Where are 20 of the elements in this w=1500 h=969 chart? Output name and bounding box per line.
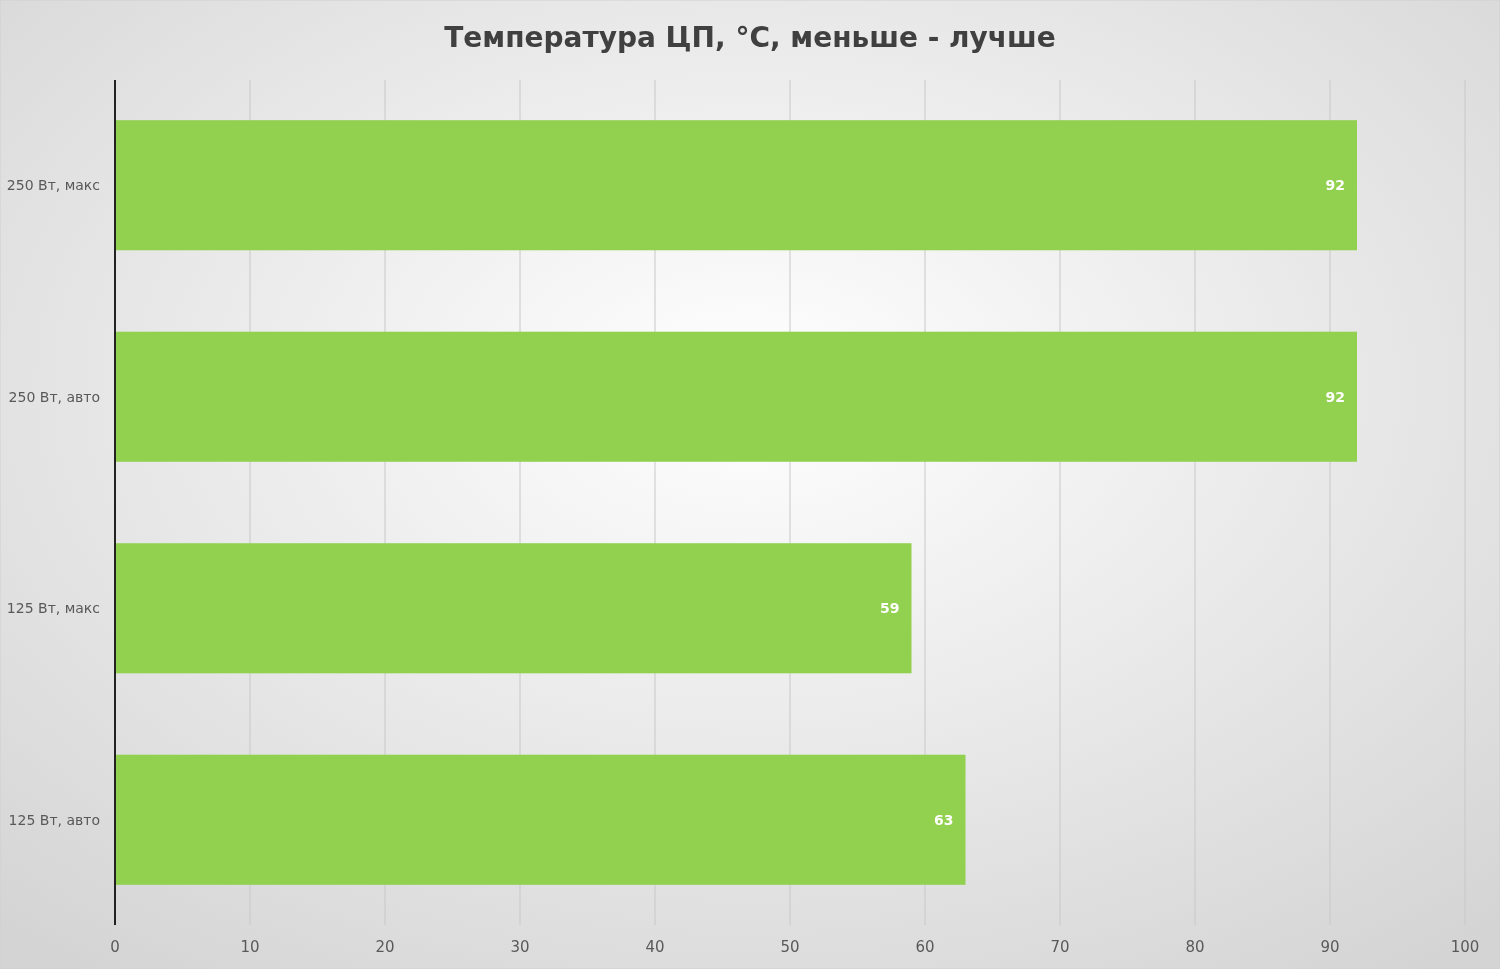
x-tick-label: 0 [110,938,120,956]
x-tick-label: 50 [780,938,800,956]
y-tick-label: 250 Вт, авто [8,388,100,405]
x-tick-label: 70 [1050,938,1070,956]
x-tick-label: 90 [1320,938,1340,956]
data-label: 92 [1325,177,1345,194]
chart-title: Температура ЦП, °C, меньше - лучше [444,21,1056,54]
y-tick-label: 125 Вт, макс [6,600,100,617]
x-tick-label: 100 [1450,938,1480,956]
data-label: 59 [880,600,900,617]
data-label: 63 [934,811,954,828]
x-tick-label: 20 [375,938,395,956]
x-tick-label: 10 [240,938,260,956]
x-tick-label: 40 [645,938,665,956]
x-tick-label: 30 [510,938,530,956]
data-label: 92 [1325,388,1345,405]
y-tick-label: 250 Вт, макс [6,177,100,194]
y-tick-label: 125 Вт, авто [8,811,100,828]
x-tick-label: 60 [915,938,935,956]
x-tick-label: 80 [1185,938,1205,956]
